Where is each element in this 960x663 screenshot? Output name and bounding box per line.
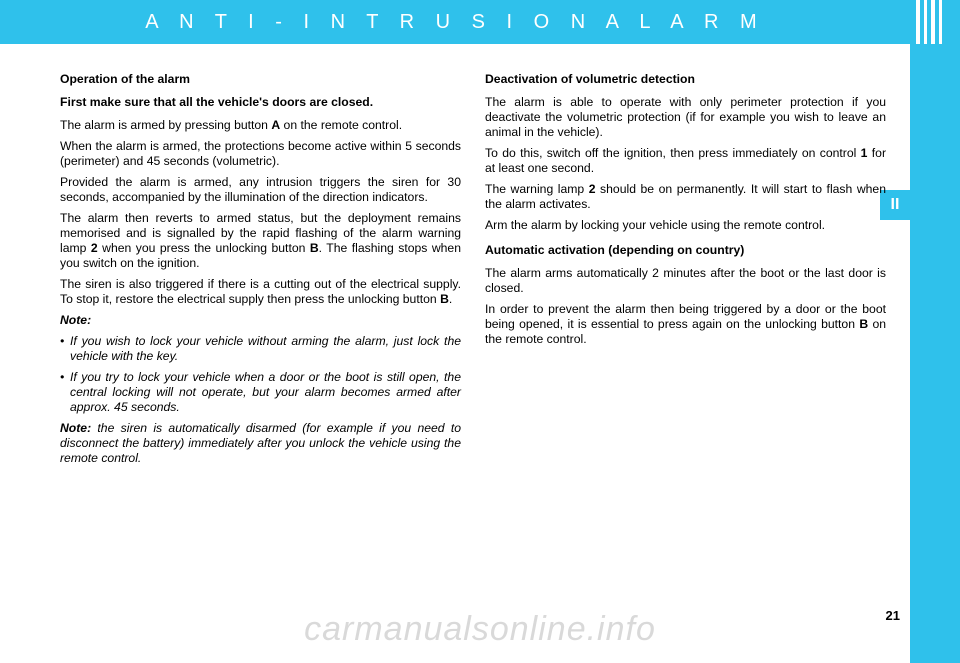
right-heading-1: Deactivation of volumetric detection (485, 72, 886, 87)
left-heading-2: First make sure that all the vehicle's d… (60, 95, 461, 110)
text-fragment: In order to prevent the alarm then being… (485, 302, 886, 331)
button-ref-a: A (271, 118, 280, 132)
page-header: A N T I - I N T R U S I O N A L A R M (0, 0, 910, 44)
right-p3: The warning lamp 2 should be on permanen… (485, 182, 886, 212)
page-title: A N T I - I N T R U S I O N A L A R M (145, 11, 764, 34)
note-final-label: Note: (60, 421, 97, 435)
right-p1: The alarm is able to operate with only p… (485, 95, 886, 140)
text-fragment: The warning lamp (485, 182, 589, 196)
note-final-text: the siren is automatically disarmed (for… (60, 421, 461, 465)
left-p3: Provided the alarm is armed, any intrusi… (60, 175, 461, 205)
note-label-text: Note: (60, 313, 91, 327)
button-ref-b: B (310, 241, 319, 255)
right-p6: In order to prevent the alarm then being… (485, 302, 886, 347)
note-item-2: If you try to lock your vehicle when a d… (60, 370, 461, 415)
lamp-ref-2: 2 (91, 241, 98, 255)
text-fragment: The alarm is armed by pressing button (60, 118, 271, 132)
left-p4: The alarm then reverts to armed status, … (60, 211, 461, 271)
text-fragment: . (449, 292, 452, 306)
note-final: Note: the siren is automatically disarme… (60, 421, 461, 466)
left-heading-1: Operation of the alarm (60, 72, 461, 87)
left-p2: When the alarm is armed, the protections… (60, 139, 461, 169)
section-tab-label: II (891, 196, 900, 214)
header-stripes (916, 0, 942, 44)
right-heading-2: Automatic activation (depending on count… (485, 243, 886, 258)
watermark: carmanualsonline.info (0, 610, 960, 649)
right-p5: The alarm arms automatically 2 minutes a… (485, 266, 886, 296)
right-p2: To do this, switch off the ignition, the… (485, 146, 886, 176)
text-fragment: The siren is also triggered if there is … (60, 277, 461, 306)
content-area: Operation of the alarm First make sure t… (60, 72, 886, 472)
left-column: Operation of the alarm First make sure t… (60, 72, 461, 472)
left-p1: The alarm is armed by pressing button A … (60, 118, 461, 133)
right-p4: Arm the alarm by locking your vehicle us… (485, 218, 886, 233)
text-fragment: To do this, switch off the ignition, the… (485, 146, 861, 160)
button-ref-b: B (859, 317, 868, 331)
note-item-1: If you wish to lock your vehicle without… (60, 334, 461, 364)
left-p5: The siren is also triggered if there is … (60, 277, 461, 307)
right-column: Deactivation of volumetric detection The… (485, 72, 886, 472)
text-fragment: on the remote control. (280, 118, 402, 132)
note-label: Note: (60, 313, 461, 328)
right-strip (910, 0, 960, 663)
text-fragment: when you press the unlocking button (98, 241, 310, 255)
button-ref-b: B (440, 292, 449, 306)
lamp-ref-2: 2 (589, 182, 596, 196)
